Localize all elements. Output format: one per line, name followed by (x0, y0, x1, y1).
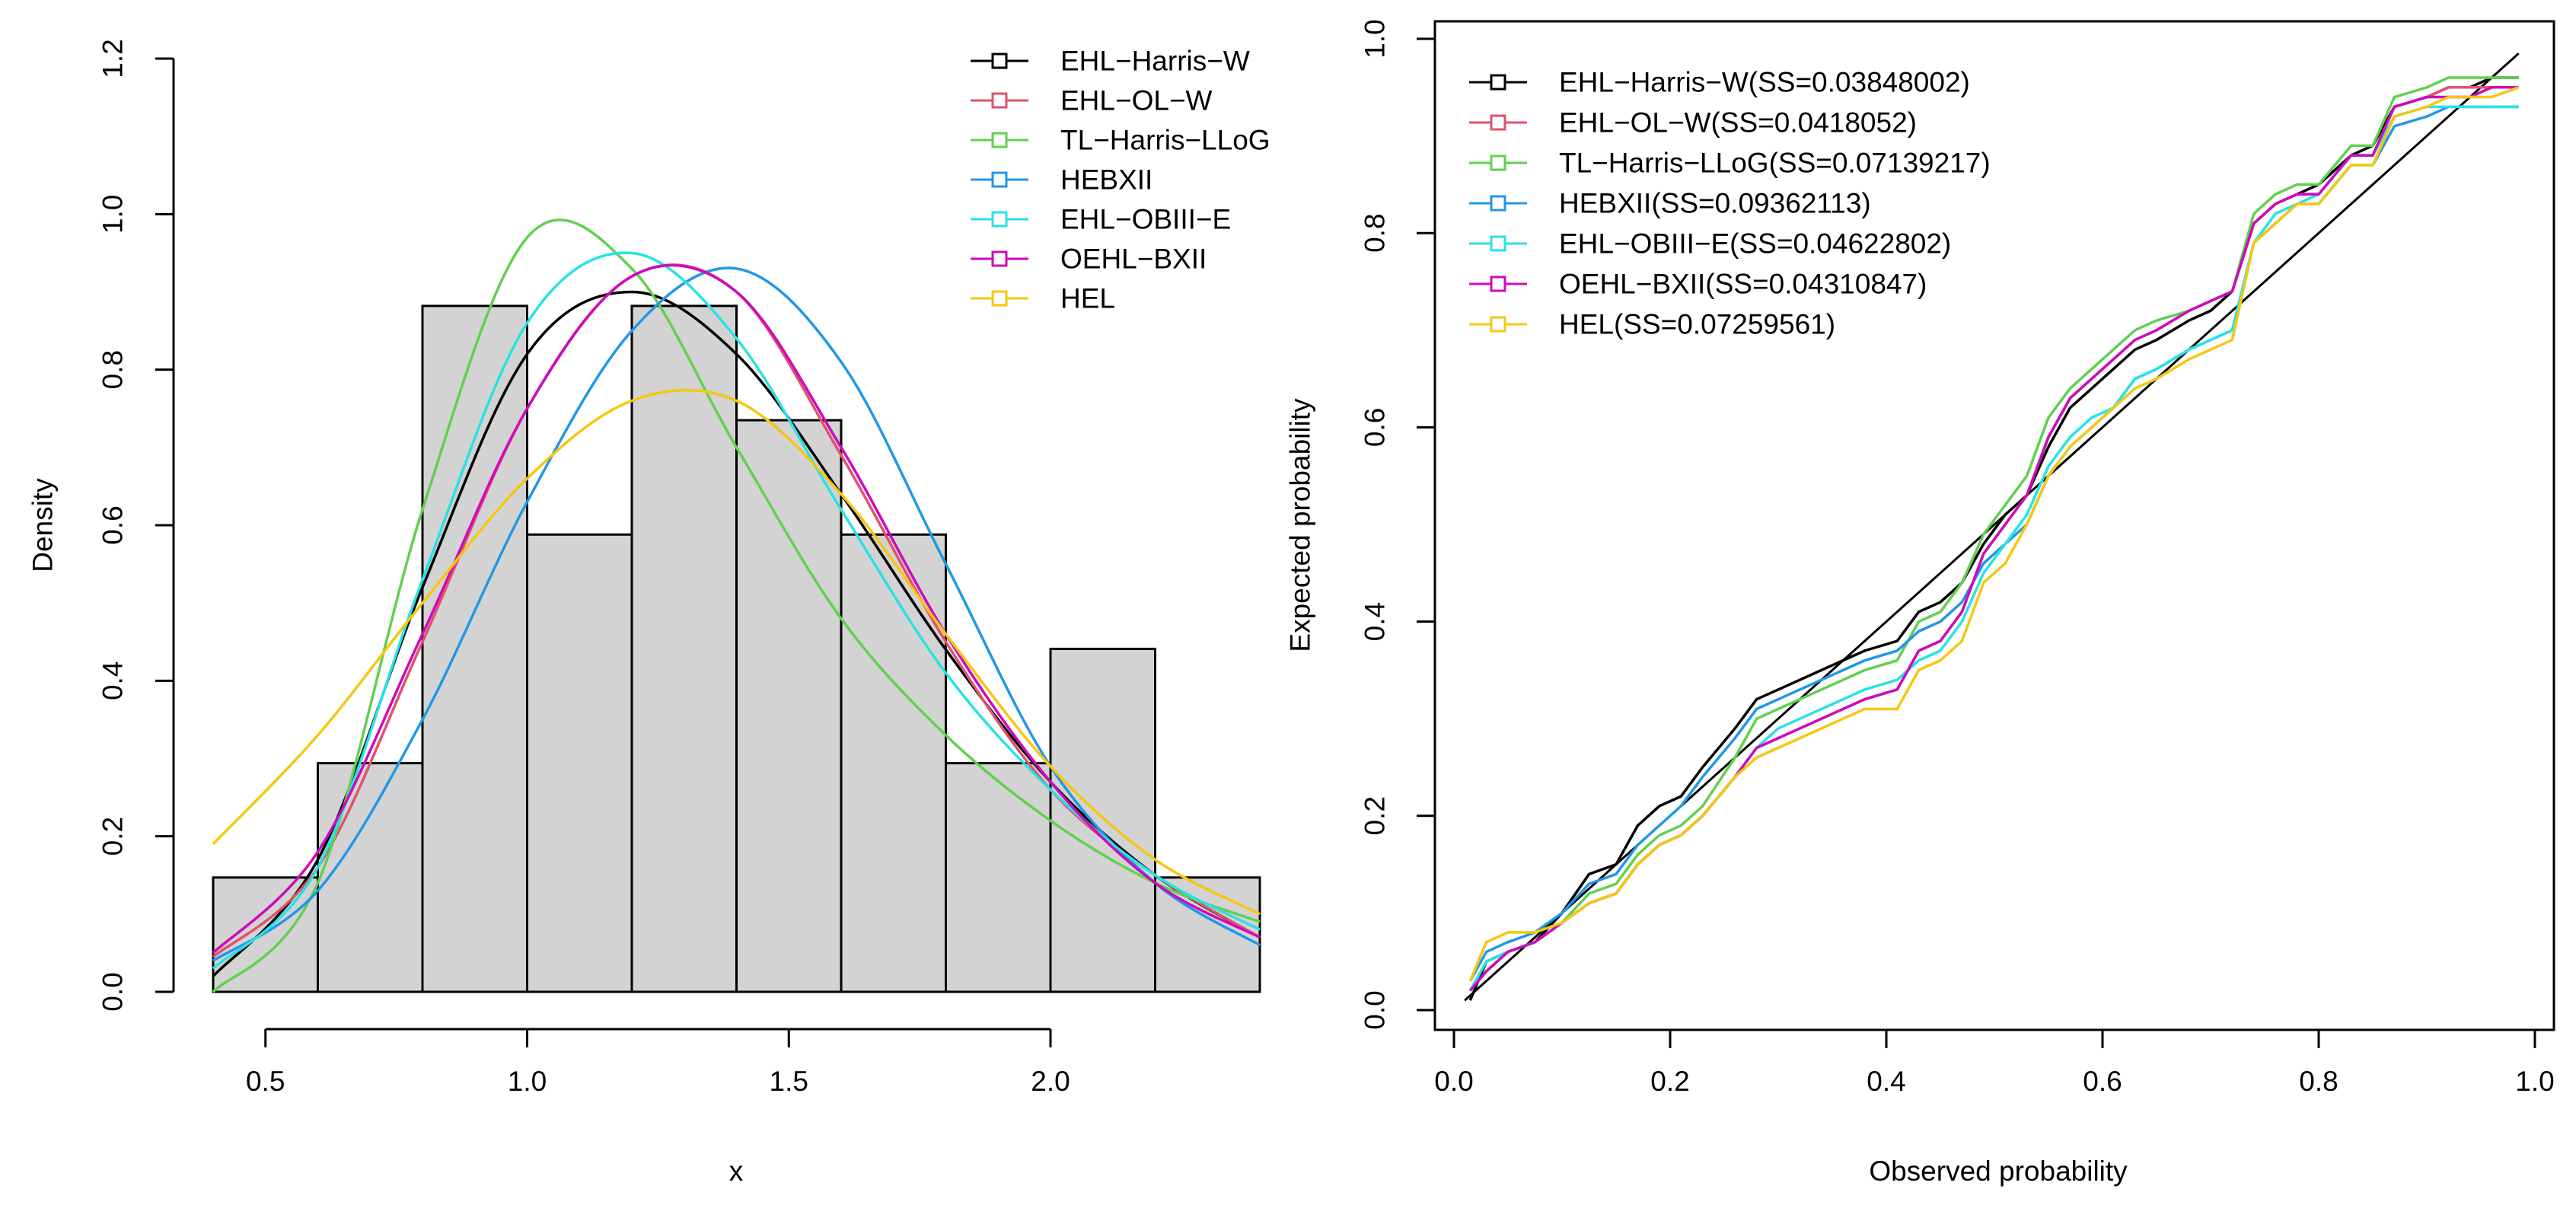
pp-line-tl-harris-llog (1468, 76, 2519, 992)
legend-label: EHL−OL−W(SS=0.0418052) (1559, 107, 1917, 139)
histogram-bar (630, 304, 738, 993)
legend-marker (991, 92, 1008, 109)
legend-label: OEHL−BXII (1060, 244, 1207, 275)
density-curve-oehl-bxii (212, 263, 1261, 955)
legend: EHL−Harris−W EHL−OL−W TL−Harris−LLoG HEBXII… (971, 46, 1270, 314)
histogram-bar (735, 419, 843, 993)
legend-marker (1490, 276, 1506, 292)
y-tick-label: 0.6 (1360, 408, 1391, 447)
legend-marker (1490, 74, 1506, 91)
y-tick-label: 0.2 (97, 817, 129, 856)
density-curve-ehl-obiii-e (212, 251, 1261, 970)
legend-marker (991, 250, 1008, 267)
legend: EHL−Harris−W(SS=0.03848002) EHL−OL−W(SS=0… (1469, 67, 1991, 340)
legend-label: EHL−OL−W (1060, 85, 1213, 116)
x-tick-label: 0.2 (1650, 1066, 1689, 1097)
legend-label: HEBXII(SS=0.09362113) (1559, 188, 1871, 219)
y-tick-label: 1.2 (97, 39, 129, 78)
plot-frame (1433, 20, 2555, 1031)
density-curve-tl-harris-llog (212, 218, 1261, 993)
x-axis-title: Observed probability (1869, 1155, 2128, 1187)
density-histogram-panel: 0.0 0.2 0.4 0.6 0.8 1.0 1.2 0.5 1.0 1.5 2.0 x Densit… (27, 39, 1270, 1187)
histogram-bar (317, 762, 424, 993)
legend-label: EHL−Harris−W(SS=0.03848002) (1559, 67, 1970, 98)
y-tick-label: 1.0 (97, 195, 129, 234)
y-tick-label: 0.8 (97, 350, 129, 389)
legend-marker (991, 171, 1008, 188)
x-tick-label: 1.0 (2515, 1066, 2554, 1097)
x-tick-label: 0.6 (2083, 1066, 2122, 1097)
y-tick-label: 0.6 (97, 505, 129, 544)
histogram-bar (945, 762, 1052, 993)
y-tick-label: 0.2 (1360, 796, 1391, 835)
y-tick-label: 0.0 (1360, 990, 1391, 1029)
legend-label: TL−Harris−LLoG(SS=0.07139217) (1559, 148, 1991, 179)
legend-marker (991, 211, 1008, 228)
x-tick-label: 0.8 (2299, 1066, 2338, 1097)
legend-label: HEBXII (1060, 164, 1153, 196)
x-tick-label: 0.4 (1867, 1066, 1905, 1097)
y-tick-label: 0.4 (1360, 602, 1391, 641)
x-axis-title: x (729, 1155, 744, 1187)
legend-label: EHL−OBIII−E (1060, 204, 1231, 235)
pp-plot-panel: 0.0 0.2 0.4 0.6 0.8 1.0 0.0 0.2 0.4 0.6 0.8 1.0 Obse… (1285, 19, 2555, 1187)
pp-line-hel (1468, 86, 2520, 982)
legend-marker (991, 132, 1008, 148)
legend-label: OEHL−BXII(SS=0.04310847) (1559, 269, 1927, 300)
x-tick-label: 1.0 (508, 1066, 547, 1097)
histogram-bar (1049, 647, 1156, 993)
histogram-bar (421, 304, 528, 993)
y-tick-label: 0.4 (97, 661, 129, 700)
legend-marker (1490, 235, 1506, 252)
legend-label: EHL−Harris−W (1060, 46, 1250, 77)
x-tick-label: 1.5 (770, 1066, 808, 1097)
density-curve-hebxii (212, 266, 1261, 962)
y-axis-title: Density (27, 478, 59, 572)
legend-label: HEL (1060, 283, 1115, 314)
histogram-bar (212, 876, 319, 993)
density-curve-hel (212, 388, 1261, 916)
legend-marker (1490, 114, 1506, 131)
legend-marker (1490, 195, 1506, 212)
legend-marker (1490, 316, 1506, 333)
legend-marker (991, 53, 1008, 69)
y-tick-label: 0.8 (1360, 213, 1391, 252)
y-tick-label: 0.0 (97, 972, 129, 1011)
x-tick-label: 0.0 (1434, 1066, 1473, 1097)
y-tick-label: 1.0 (1360, 19, 1391, 58)
x-tick-label: 2.0 (1031, 1066, 1070, 1097)
legend-marker (1490, 155, 1506, 171)
pp-line-ehl-harris-w (1468, 76, 2519, 1001)
x-tick-label: 0.5 (246, 1066, 285, 1097)
legend-marker (991, 290, 1008, 307)
legend-label: TL−Harris−LLoG (1060, 125, 1270, 156)
histogram-bar (526, 533, 633, 993)
legend-label: HEL(SS=0.07259561) (1559, 309, 1835, 340)
legend-label: EHL−OBIII−E(SS=0.04622802) (1559, 228, 1951, 260)
y-axis-title: Expected probability (1285, 398, 1316, 652)
histogram-bar (840, 533, 947, 993)
